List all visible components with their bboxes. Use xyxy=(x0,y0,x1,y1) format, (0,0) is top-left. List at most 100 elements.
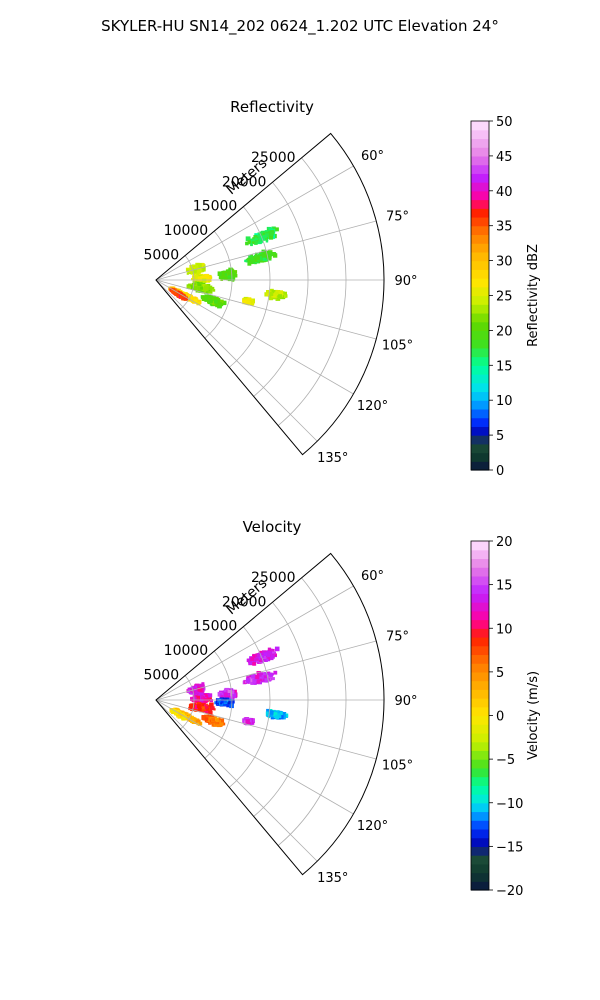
data-cell xyxy=(262,672,266,676)
colorbar-segment xyxy=(471,443,489,454)
data-cell xyxy=(205,708,210,713)
colorbar-tick-label: 15 xyxy=(496,359,513,374)
data-cell xyxy=(211,286,215,290)
data-cell xyxy=(249,677,254,682)
data-cell xyxy=(267,675,271,679)
data-cell xyxy=(245,236,251,242)
data-cell xyxy=(250,682,254,685)
data-cell xyxy=(230,690,235,695)
data-cell xyxy=(250,239,254,243)
colorbar-tick-label: 15 xyxy=(496,579,513,594)
data-cell xyxy=(220,299,224,304)
colorbar-segment xyxy=(471,881,489,891)
data-cell xyxy=(218,720,221,723)
colorbar-segment xyxy=(471,872,489,882)
range-ring xyxy=(253,602,309,817)
range-tick-label: 15000 xyxy=(193,619,238,635)
data-cell xyxy=(204,273,209,279)
colorbar-segment xyxy=(471,339,489,349)
data-cell xyxy=(258,238,262,242)
data-cell xyxy=(174,290,178,295)
colorbar-tick-label: −20 xyxy=(496,884,523,899)
range-tick-label: 5000 xyxy=(143,248,179,264)
data-cell xyxy=(207,287,211,291)
colorbar-segment xyxy=(471,785,489,795)
data-cell xyxy=(223,688,228,692)
colorbar-segment xyxy=(471,767,489,778)
azimuth-gridline xyxy=(155,640,377,701)
colorbar-segment xyxy=(471,602,489,612)
colorbar-segment xyxy=(471,846,489,856)
data-cell xyxy=(217,700,221,703)
data-cell xyxy=(258,657,264,662)
colorbar-segment xyxy=(471,374,489,384)
data-cell xyxy=(211,706,215,710)
data-cell xyxy=(261,254,266,258)
data-cell xyxy=(208,710,213,715)
data-cell xyxy=(209,708,212,711)
colorbar-tick-label: 20 xyxy=(496,324,513,339)
data-cell xyxy=(271,252,276,257)
data-cell xyxy=(197,263,202,267)
colorbar-segment xyxy=(471,138,489,148)
data-cell xyxy=(263,675,267,678)
data-cell xyxy=(181,716,186,721)
data-cell xyxy=(244,300,248,303)
colorbar-tick-label: 10 xyxy=(496,394,513,409)
colorbar-segment xyxy=(471,584,489,594)
data-cell xyxy=(227,689,232,695)
colorbar-segment xyxy=(471,732,489,743)
colorbar-segment xyxy=(471,663,489,673)
range-ring xyxy=(253,182,309,397)
colorbar-segment xyxy=(471,129,489,140)
colorbar-segment xyxy=(471,391,489,401)
data-cell xyxy=(208,285,213,290)
range-ring xyxy=(204,650,233,759)
colorbar-tick-label: 20 xyxy=(496,535,513,550)
data-cell xyxy=(252,654,255,658)
azimuth-tick-label: 90° xyxy=(394,694,417,709)
data-cell xyxy=(261,249,267,255)
data-cell xyxy=(204,706,208,710)
data-cell xyxy=(198,708,202,712)
range-tick-label: 20000 xyxy=(222,174,267,190)
data-cell xyxy=(223,702,227,707)
colorbar-segment xyxy=(471,593,489,603)
colorbar-segment xyxy=(471,164,489,174)
colorbar-segment xyxy=(471,863,489,874)
data-cell xyxy=(219,718,225,724)
data-cell xyxy=(220,303,224,306)
data-cell xyxy=(212,718,215,721)
colorbar-segment xyxy=(471,295,489,305)
chart-title: Velocity xyxy=(243,518,302,536)
data-cell xyxy=(227,693,230,696)
data-cell xyxy=(255,656,259,660)
reflectivity-panel: Reflectivity 5000 10000 15000 20000 25000 60° 7… xyxy=(143,98,541,479)
data-cell xyxy=(205,289,209,293)
data-cell xyxy=(231,271,235,276)
range-tick-label: 15000 xyxy=(193,199,238,215)
colorbar-segment xyxy=(471,706,489,717)
data-cell xyxy=(272,651,275,654)
data-cell xyxy=(267,649,272,654)
data-cell xyxy=(214,701,218,705)
data-cell xyxy=(215,718,219,722)
colorbar-segment xyxy=(471,182,489,192)
data-cell xyxy=(204,286,209,291)
data-cell xyxy=(227,276,231,280)
data-cell xyxy=(260,241,263,244)
data-cell xyxy=(281,715,286,720)
colorbar-segment xyxy=(471,208,489,218)
data-cell xyxy=(211,723,216,727)
data-cell xyxy=(271,226,276,231)
data-cell xyxy=(227,271,232,276)
data-cell xyxy=(191,278,194,281)
data-cell xyxy=(265,240,269,243)
range-tick-label: 25000 xyxy=(251,570,296,586)
azimuth-tick-label: 90° xyxy=(394,274,417,289)
data-cell xyxy=(195,268,199,272)
colorbar-segment xyxy=(471,828,489,839)
data-cell xyxy=(186,715,190,720)
colorbar-segment xyxy=(471,452,489,462)
colorbar-segment xyxy=(471,461,489,471)
